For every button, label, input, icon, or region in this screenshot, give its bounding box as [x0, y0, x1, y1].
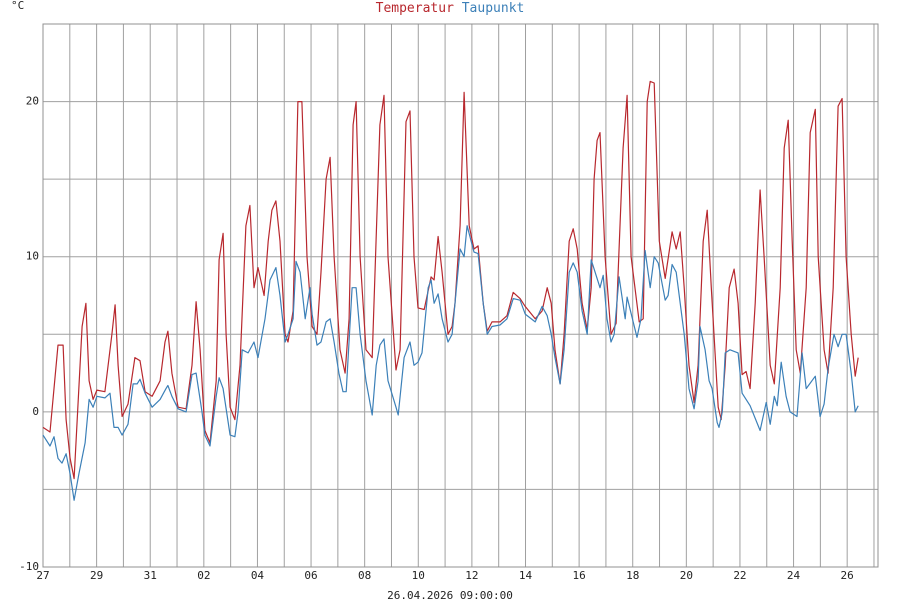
- x-tick-label: 14: [519, 569, 533, 582]
- x-tick-label: 22: [733, 569, 746, 582]
- x-tick-label: 31: [144, 569, 157, 582]
- x-tick-label: 27: [36, 569, 49, 582]
- x-tick-label: 02: [197, 569, 210, 582]
- x-tick-label: 12: [465, 569, 478, 582]
- x-tick-label: 24: [787, 569, 801, 582]
- y-tick-label: 10: [26, 250, 39, 263]
- x-tick-label: 04: [251, 569, 265, 582]
- y-tick-label: 20: [26, 95, 39, 108]
- x-tick-label: 08: [358, 569, 371, 582]
- x-tick-label: 26: [841, 569, 854, 582]
- x-tick-label: 18: [626, 569, 639, 582]
- x-tick-label: 16: [572, 569, 585, 582]
- y-unit: °C: [11, 0, 24, 12]
- y-tick-label: -10: [19, 560, 39, 573]
- plot-border: [42, 23, 879, 568]
- x-tick-label: 06: [304, 569, 317, 582]
- legend-entry: Taupunkt: [462, 1, 525, 16]
- x-tick-label: 10: [412, 569, 425, 582]
- legend: Temperatur Taupunkt: [376, 1, 525, 16]
- data-line: [42, 225, 859, 501]
- legend-entry: Temperatur: [376, 1, 454, 16]
- y-tick-label: 0: [32, 405, 39, 418]
- x-tick-label: 20: [680, 569, 693, 582]
- footer: 26.04.2026 09:00:00: [387, 589, 513, 600]
- x-tick-label: 29: [90, 569, 103, 582]
